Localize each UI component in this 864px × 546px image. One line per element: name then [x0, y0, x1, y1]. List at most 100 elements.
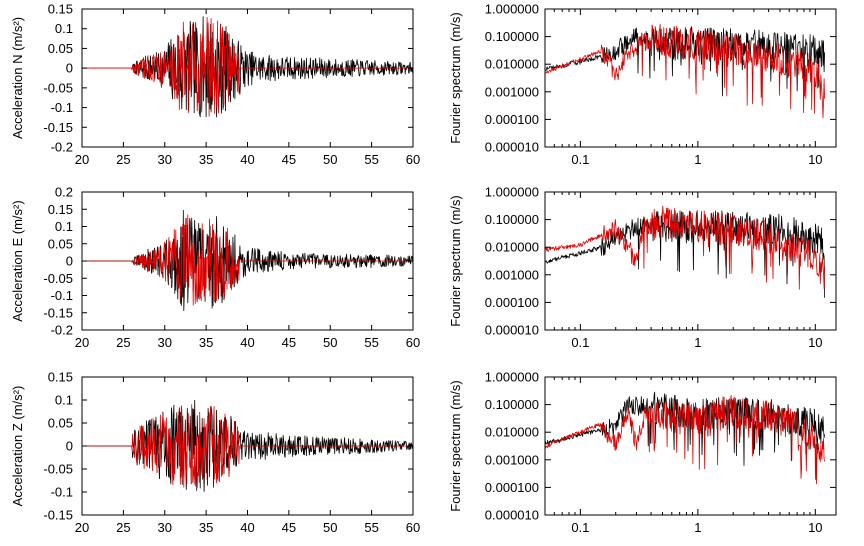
- y-tick-label: 0.15: [48, 370, 73, 385]
- x-tick-label: 35: [199, 335, 213, 350]
- y-tick-label: 0.15: [48, 202, 73, 217]
- y-axis-label: Fourier spectrum (m/s): [448, 12, 463, 143]
- observed-trace: [545, 210, 825, 298]
- x-tick-label: 10: [808, 520, 822, 535]
- y-tick-label: 0: [66, 61, 73, 76]
- y-tick-label: -0.05: [43, 271, 73, 286]
- x-tick-label: 35: [199, 152, 213, 167]
- y-tick-label: 0.000100: [485, 480, 539, 495]
- y-tick-label: 0.000010: [485, 140, 539, 155]
- plot-frame: [544, 376, 837, 516]
- y-tick-label: 0.010000: [485, 240, 539, 255]
- x-tick-label: 55: [364, 520, 378, 535]
- x-tick-label: 30: [158, 152, 172, 167]
- traces: [545, 205, 825, 298]
- y-tick-label: -0.2: [51, 323, 73, 338]
- y-tick-label: 0.1: [55, 393, 73, 408]
- y-tick-label: 1.000000: [485, 370, 539, 385]
- x-tick-label: 40: [240, 335, 254, 350]
- x-tick-label: 1: [694, 152, 701, 167]
- y-tick-label: 0.100000: [485, 212, 539, 227]
- y-tick-label: -0.1: [51, 288, 73, 303]
- plot-frame: [81, 8, 414, 148]
- x-tick-label: 0.1: [571, 335, 589, 350]
- observed-trace: [82, 16, 413, 118]
- y-tick-label: 0.100000: [485, 397, 539, 412]
- y-axis-label: Fourier spectrum (m/s): [448, 380, 463, 511]
- x-tick-label: 50: [323, 520, 337, 535]
- y-tick-label: 0.05: [48, 236, 73, 251]
- y-tick-label: 0.000100: [485, 112, 539, 127]
- synthetic-trace: [545, 205, 825, 290]
- x-tick-label: 25: [116, 520, 130, 535]
- y-tick-label: 1.000000: [485, 185, 539, 200]
- x-tick-label: 45: [282, 152, 296, 167]
- x-tick-label: 20: [75, 520, 89, 535]
- x-tick-label: 40: [240, 152, 254, 167]
- x-tick-label: 50: [323, 335, 337, 350]
- x-tick-label: 30: [158, 520, 172, 535]
- y-tick-label: 0.100000: [485, 29, 539, 44]
- y-tick-label: 0.2: [55, 185, 73, 200]
- observed-trace: [82, 209, 413, 312]
- y-tick-label: 0.001000: [485, 267, 539, 282]
- x-tick-label: 25: [116, 335, 130, 350]
- x-tick-label: 1: [694, 520, 701, 535]
- y-tick-label: 0.010000: [485, 57, 539, 72]
- y-axis-label: Fourier spectrum (m/s): [448, 195, 463, 326]
- y-axis-label: Acceleration N (m/s²): [10, 17, 25, 139]
- panel-3: 20 25 30 35 40 45 50 55 60 0.2 0.15 0.1 0.05 0 -0.05 -0…: [10, 185, 420, 351]
- panel-2: 0.1 1 10 1.000000 0.100000 0.010000 0.001000 0.…: [448, 2, 837, 167]
- y-tick-label: 0: [66, 439, 73, 454]
- traces: [82, 16, 413, 118]
- synthetic-trace: [82, 16, 413, 117]
- y-tick-label: 0.05: [48, 416, 73, 431]
- y-tick-label: -0.1: [51, 485, 73, 500]
- observed-trace: [82, 399, 413, 492]
- y-axis-label: Acceleration E (m/s²): [10, 200, 25, 321]
- x-tick-label: 30: [158, 335, 172, 350]
- y-tick-label: -0.1: [51, 100, 73, 115]
- panel-1: 20 25 30 35 40 45 50 55 60 0.15 0.1 0.05 0 -0.05 -0.1 -…: [10, 2, 420, 168]
- y-tick-label: 0.000010: [485, 508, 539, 523]
- traces: [82, 209, 413, 312]
- panel-6: 0.1 1 10 1.000000 0.100000 0.010000 0.001000 0.…: [448, 370, 837, 535]
- y-tick-label: 0.1: [55, 21, 73, 36]
- y-tick-label: 0.1: [55, 219, 73, 234]
- x-tick-label: 25: [116, 152, 130, 167]
- y-tick-label: 0.010000: [485, 425, 539, 440]
- x-tick-label: 60: [406, 520, 420, 535]
- x-tick-label: 10: [808, 152, 822, 167]
- panel-5: 20 25 30 35 40 45 50 55 60 0.15 0.1 0.05 0 -0.05 -0.1 -…: [10, 370, 420, 536]
- y-tick-label: 0.001000: [485, 452, 539, 467]
- y-tick-label: -0.05: [43, 462, 73, 477]
- x-tick-label: 60: [406, 152, 420, 167]
- y-tick-label: -0.15: [43, 305, 73, 320]
- x-tick-label: 0.1: [571, 152, 589, 167]
- x-tick-label: 45: [282, 520, 296, 535]
- x-tick-label: 40: [240, 520, 254, 535]
- synthetic-trace: [545, 394, 825, 485]
- synthetic-trace: [545, 23, 825, 118]
- synthetic-trace: [82, 404, 413, 489]
- y-tick-label: -0.15: [43, 120, 73, 135]
- y-tick-label: 0.000100: [485, 295, 539, 310]
- traces: [545, 391, 825, 485]
- y-tick-label: 0: [66, 254, 73, 269]
- plot-frame: [544, 191, 837, 331]
- x-tick-label: 0.1: [571, 520, 589, 535]
- x-tick-label: 35: [199, 520, 213, 535]
- x-tick-label: 50: [323, 152, 337, 167]
- traces: [545, 23, 825, 118]
- panel-4: 0.1 1 10 1.000000 0.100000 0.010000 0.001000 0.…: [448, 185, 837, 350]
- x-tick-label: 55: [364, 152, 378, 167]
- x-tick-label: 20: [75, 152, 89, 167]
- x-tick-label: 45: [282, 335, 296, 350]
- x-tick-label: 10: [808, 335, 822, 350]
- x-tick-label: 1: [694, 335, 701, 350]
- y-tick-label: 0.000010: [485, 323, 539, 338]
- y-tick-label: -0.15: [43, 508, 73, 523]
- y-tick-label: 0.05: [48, 41, 73, 56]
- y-tick-label: 0.15: [48, 2, 73, 17]
